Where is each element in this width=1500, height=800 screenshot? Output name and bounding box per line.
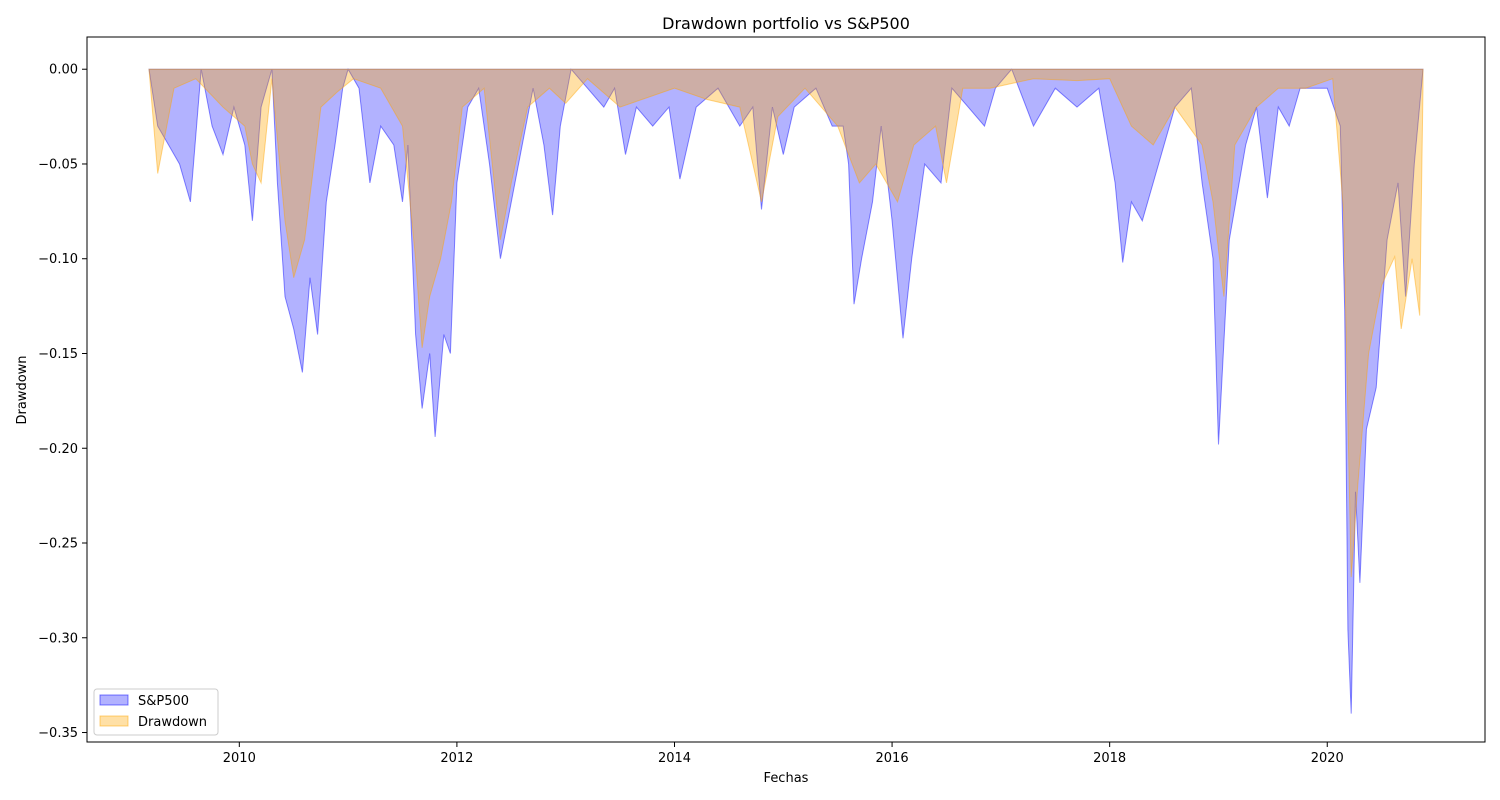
y-tick-label: −0.30 [38, 631, 78, 646]
legend: S&P500 Drawdown [93, 688, 219, 736]
y-axis: 0.00 −0.05 −0.10 −0.15 −0.20 −0.25 −0.30 −0.35 [38, 63, 87, 741]
area-series-drawdown [148, 68, 1424, 578]
x-tick-label: 2020 [1311, 751, 1344, 766]
x-axis: 2010 2012 2014 2016 2018 2020 [223, 742, 1344, 766]
y-tick-label: −0.15 [38, 347, 78, 362]
x-tick-label: 2014 [658, 751, 691, 766]
y-tick-label: 0.00 [49, 63, 78, 78]
y-tick-label: −0.20 [38, 442, 78, 457]
x-tick-label: 2016 [876, 751, 909, 766]
y-tick-label: −0.05 [38, 157, 78, 172]
axes-frame [86, 36, 1486, 743]
x-tick-label: 2010 [223, 751, 256, 766]
x-tick-label: 2018 [1093, 751, 1126, 766]
y-tick-label: −0.10 [38, 252, 78, 267]
y-axis-title: Drawdown [15, 355, 30, 424]
legend-swatch-sp500 [99, 694, 129, 706]
legend-label-sp500: S&P500 [138, 694, 189, 709]
y-tick-label: −0.35 [38, 726, 78, 741]
x-axis-title: Fechas [764, 771, 809, 786]
chart-title: Drawdown portfolio vs S&P500 [662, 14, 910, 33]
x-tick-label: 2012 [440, 751, 473, 766]
plot-areas [148, 67, 1424, 714]
legend-label-drawdown: Drawdown [138, 715, 207, 730]
legend-swatch-drawdown [99, 715, 129, 727]
legend-box [93, 688, 219, 736]
y-tick-label: −0.25 [38, 537, 78, 552]
area-series-sp500 [148, 67, 1424, 714]
